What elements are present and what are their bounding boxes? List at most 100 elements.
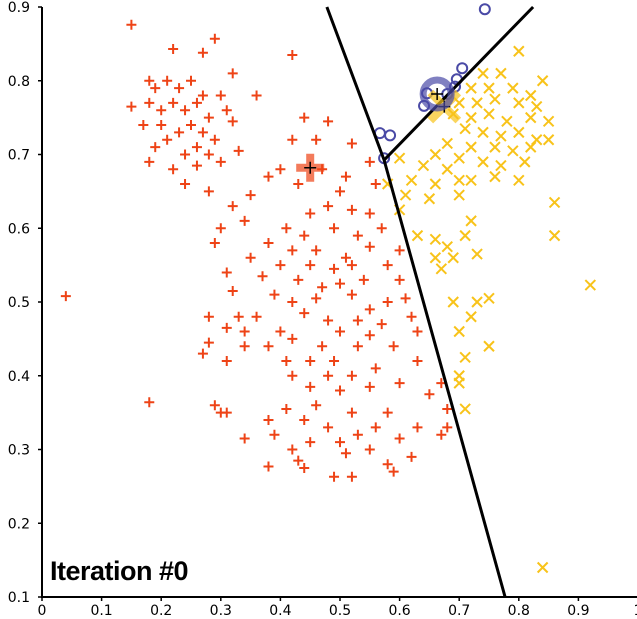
data-point-plus <box>388 466 399 477</box>
data-point-plus <box>436 429 447 440</box>
data-point-plus <box>346 138 357 149</box>
data-point-x <box>465 82 477 94</box>
data-point-plus <box>180 105 191 116</box>
data-point-plus <box>233 311 244 322</box>
data-point-plus <box>323 201 334 212</box>
data-point-plus <box>126 101 137 112</box>
y-tick-label: 0.5 <box>8 295 30 311</box>
data-point-plus <box>287 49 298 60</box>
data-point-plus <box>287 370 298 381</box>
data-point-x <box>441 137 453 150</box>
data-point-x <box>447 252 459 264</box>
tick-labels: 0 0.1 0.2 0.3 0.4 0.5 0.6 0.7 0.8 0.9 1 0.1 0.2 0.3 0.… <box>8 0 637 619</box>
y-tick-label: 0.8 <box>8 74 30 90</box>
data-point-plus <box>299 308 310 319</box>
x-tick-label: 0.3 <box>210 603 232 619</box>
data-point-x <box>483 108 495 120</box>
boundary-line <box>383 5 535 162</box>
axes <box>41 7 637 598</box>
data-point-plus <box>299 230 310 241</box>
data-point-x <box>459 229 471 242</box>
data-point-x <box>584 279 597 291</box>
data-point-plus <box>364 156 375 167</box>
data-point-x <box>483 82 495 94</box>
x-tick-label: 0.6 <box>388 603 410 619</box>
data-point-plus <box>299 112 310 123</box>
centroids <box>296 76 462 182</box>
centroid-circle <box>419 76 455 112</box>
data-point-x <box>477 156 489 168</box>
data-point-x <box>465 215 477 227</box>
x-tick-label: 0.1 <box>90 603 112 619</box>
data-point-plus <box>394 245 405 256</box>
data-point-x <box>489 93 501 105</box>
centroid-center-icon <box>431 88 444 101</box>
data-point-plus <box>335 278 345 289</box>
data-point-plus <box>269 429 280 440</box>
data-point-plus <box>346 204 357 215</box>
data-point-x <box>417 159 430 172</box>
data-point-plus <box>162 75 173 86</box>
data-point-plus <box>317 341 328 352</box>
data-point-x <box>525 141 537 153</box>
data-point-x <box>501 115 513 128</box>
data-point-x <box>447 296 459 308</box>
data-point-plus <box>144 97 155 108</box>
data-point-plus <box>364 444 375 455</box>
data-point-x <box>513 45 525 57</box>
data-point-plus <box>221 322 232 333</box>
x-tick-label: 0.5 <box>329 603 351 619</box>
data-point-plus <box>400 293 411 304</box>
data-point-plus <box>239 215 250 226</box>
data-point-plus <box>299 415 310 425</box>
data-point-plus <box>227 285 238 296</box>
data-point-plus <box>263 461 274 472</box>
data-point-plus <box>346 407 357 418</box>
data-point-plus <box>269 289 280 300</box>
data-point-plus <box>138 120 149 130</box>
x-tick-label: 0.2 <box>150 603 172 619</box>
data-point-plus <box>191 160 202 171</box>
data-point-plus <box>340 171 351 182</box>
data-point-x <box>441 163 453 175</box>
data-point-x <box>435 263 448 275</box>
data-point-x <box>513 174 525 187</box>
data-point-x <box>542 115 555 128</box>
data-point-plus <box>162 134 173 145</box>
data-point-plus <box>275 260 286 271</box>
data-point-plus <box>317 282 328 293</box>
data-point-plus <box>203 186 214 197</box>
data-point-plus <box>215 407 226 418</box>
data-point-plus <box>382 260 393 271</box>
data-point-x <box>429 148 442 161</box>
y-tick-label: 0.1 <box>8 590 30 606</box>
data-point-plus <box>293 455 304 466</box>
data-point-plus <box>364 304 375 315</box>
data-point-plus <box>233 145 244 156</box>
data-point-plus <box>323 116 334 127</box>
data-point-x <box>525 89 537 102</box>
data-point-x <box>399 189 412 201</box>
data-point-plus <box>358 274 369 285</box>
data-point-x <box>489 141 501 153</box>
data-point-plus <box>346 370 357 381</box>
data-point-plus <box>239 326 250 337</box>
data-point-plus <box>221 356 232 366</box>
data-point-plus <box>329 263 340 274</box>
data-point-plus <box>209 134 220 145</box>
x-tick-label: 0.7 <box>448 603 470 619</box>
data-point-plus <box>382 407 393 418</box>
data-point-plus <box>251 311 262 322</box>
data-point-plus <box>168 97 179 108</box>
data-point-plus <box>352 315 363 326</box>
data-point-plus <box>311 245 322 256</box>
data-point-plus <box>126 19 137 30</box>
data-marks <box>60 3 597 574</box>
data-point-x <box>536 75 549 87</box>
data-point-plus <box>203 337 214 348</box>
data-point-plus <box>239 341 250 352</box>
data-point-plus <box>329 471 340 482</box>
data-point-plus <box>382 459 393 470</box>
data-point-plus <box>394 274 405 285</box>
data-point-plus <box>239 433 250 444</box>
